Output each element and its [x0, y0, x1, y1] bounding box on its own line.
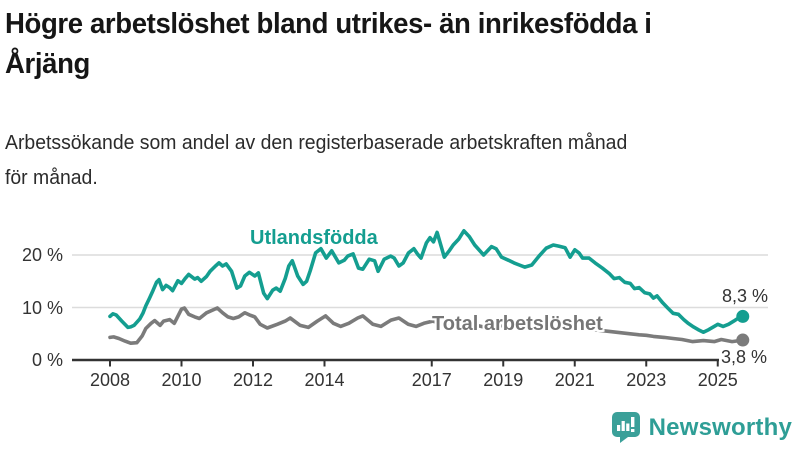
x-axis-label-2021: 2021: [554, 370, 595, 390]
newsworthy-logo: Newsworthy: [610, 411, 792, 444]
chart-subtitle: Arbetssökande som andel av den registerb…: [5, 126, 800, 196]
series-line-0: [108, 229, 745, 335]
newsworthy-bubble-chart-icon: [611, 412, 640, 443]
x-axis-label-2008: 2008: [89, 370, 131, 390]
page-title-line1: Högre arbetslöshet bland utrikes- än inr…: [5, 8, 652, 40]
newsworthy-wordmark: Newsworthy: [648, 413, 792, 441]
page-title: Högre arbetslöshet bland utrikes- än inr…: [5, 4, 794, 84]
y-axis-label-10: 10 %: [21, 297, 63, 318]
series-label-utlandsfodda: Utlandsfödda: [250, 227, 378, 249]
x-axis-label-2023: 2023: [626, 370, 667, 390]
chart-subtitle-line1: Arbetssökande som andel av den registerb…: [5, 132, 628, 154]
y-axis-label-0: 0 %: [31, 350, 63, 370]
x-axis-label-2019: 2019: [483, 370, 524, 390]
end-value-label-total: 3,8 %: [719, 347, 770, 368]
chart-subtitle-line2: för månad.: [5, 167, 98, 189]
series-label-total-arbetsloshet: Total arbetslöshet: [432, 313, 603, 335]
y-axis-label-20: 20 %: [21, 245, 63, 265]
x-axis-label-2025: 2025: [697, 370, 738, 390]
series-endpoint-dot-0: [736, 309, 750, 323]
x-axis-label-2010: 2010: [161, 370, 202, 390]
series-line-1: [108, 306, 745, 346]
end-value-label-utlandsfodda: 8,3 %: [722, 286, 769, 306]
x-axis-label-2012: 2012: [232, 370, 274, 390]
series-endpoint-dot-1: [736, 333, 750, 347]
page-title-line2: Årjäng: [5, 48, 90, 80]
x-axis-label-2017: 2017: [411, 370, 452, 390]
x-axis-label-2014: 2014: [304, 370, 345, 390]
